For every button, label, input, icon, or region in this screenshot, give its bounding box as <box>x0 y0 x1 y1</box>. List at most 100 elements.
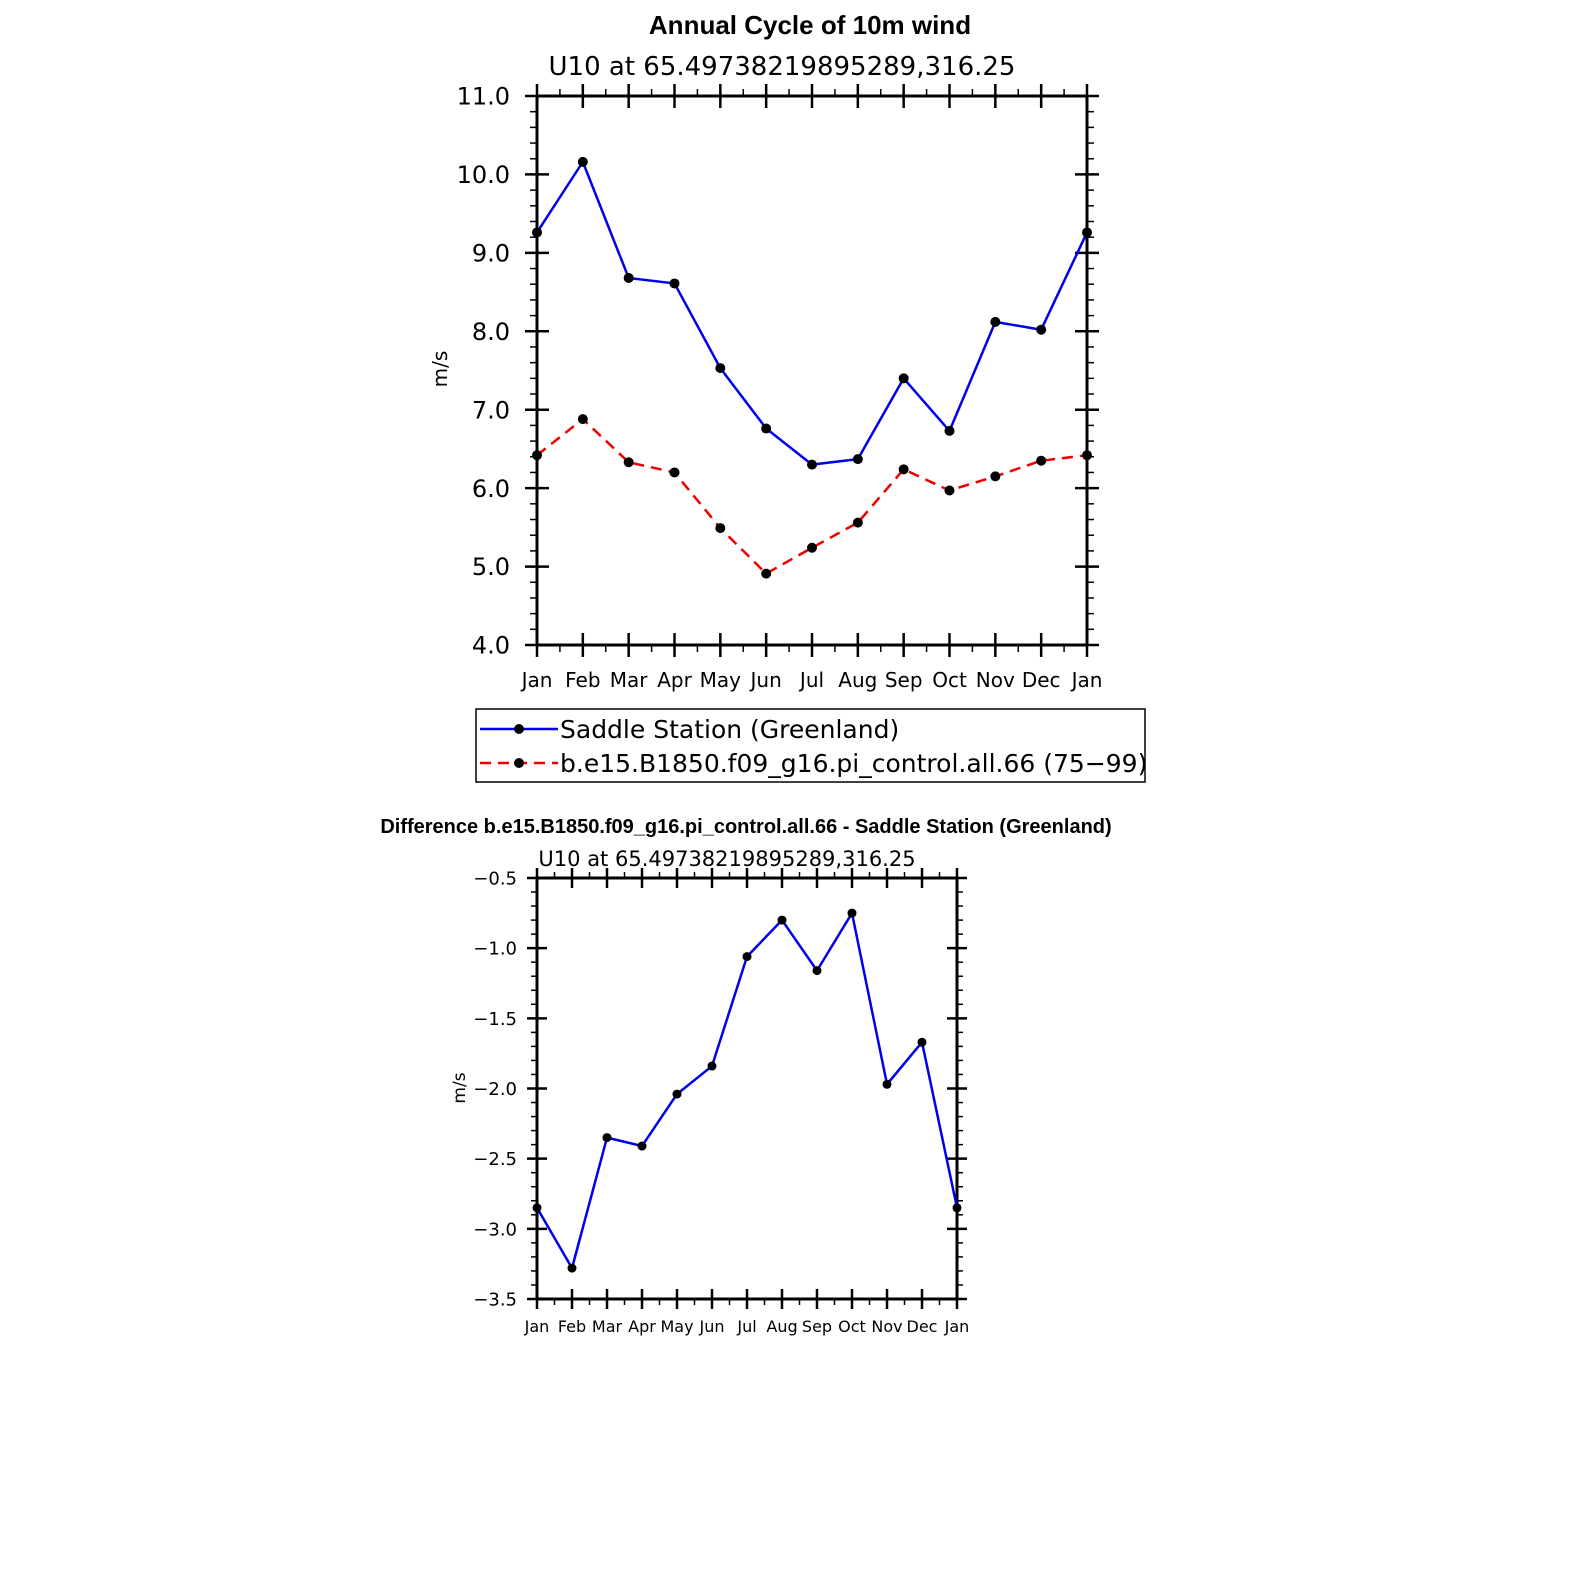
chart1-series-1-point <box>669 467 680 478</box>
chart2-xtick-label: Oct <box>838 1317 866 1336</box>
chart1-series-1-point <box>577 414 588 425</box>
chart2-ytick-label: −2.5 <box>473 1149 517 1170</box>
chart1-ytick-label: 7.0 <box>472 396 510 424</box>
chart2-series-0-point <box>917 1037 927 1047</box>
chart1-xtick-label: Sep <box>885 668 923 692</box>
chart2-series <box>532 908 962 1273</box>
chart1-series-0-point <box>807 459 817 470</box>
chart1-series-0-point <box>898 373 909 384</box>
chart1-ytick-label: 5.0 <box>472 553 510 581</box>
legend-marker-model <box>514 758 524 768</box>
chart1-xtick-label: Dec <box>1022 668 1061 692</box>
chart1-legend: Saddle Station (Greenland) b.e15.B1850.f… <box>475 708 1147 783</box>
chart1-xtick-label: Jan <box>520 668 553 692</box>
chart2-xtick-label: Sep <box>802 1317 832 1336</box>
chart1-xtick-label: Jun <box>749 668 782 692</box>
chart2-series-0-point <box>952 1203 962 1213</box>
chart1-subtitle: U10 at 65.49738219895289,316.25 <box>549 52 1016 82</box>
chart1-series-0-point <box>852 454 863 465</box>
chart1-xtick-label: May <box>700 668 742 692</box>
chart1-axes: Jan Feb Mar Apr May Jun Jul Aug Sep Oct Nov Dec Jan 4… <box>457 83 1103 692</box>
chart2-xtick-label: Mar <box>592 1317 623 1336</box>
chart2-series-0-point <box>742 952 752 962</box>
chart2-ytick-label: −1.5 <box>473 1009 517 1030</box>
chart1-series-0-point <box>944 425 955 436</box>
chart1-series-0-point <box>577 156 588 167</box>
chart1-series-1-point <box>623 457 634 468</box>
chart2-ytick-label: −3.0 <box>473 1219 517 1240</box>
legend-label-model: b.e15.B1850.f09_g16.pi_control.all.66 (7… <box>560 749 1147 778</box>
chart2-xtick-label: Jun <box>699 1317 725 1336</box>
chart2-xtick-label: May <box>660 1317 693 1336</box>
chart1-series-0-point <box>532 227 542 238</box>
chart2-series-0-point <box>602 1133 612 1143</box>
chart2-ytick-label: −1.0 <box>473 939 517 960</box>
chart1-series-1-point <box>532 450 542 461</box>
chart1-series-1-point <box>761 568 772 579</box>
chart2-xtick-label: Apr <box>628 1317 656 1336</box>
chart2-series-0-line <box>535 911 959 1270</box>
chart1-series-1-point <box>1036 455 1047 466</box>
chart1-title: Annual Cycle of 10m wind <box>649 10 971 40</box>
chart1-ytick-label: 11.0 <box>457 83 510 111</box>
difference-chart: Difference b.e15.B1850.f09_g16.pi_contro… <box>380 816 1111 1336</box>
chart2-series-0-point <box>777 915 787 925</box>
chart1-ytick-label: 8.0 <box>472 318 510 346</box>
chart1-series-0-point <box>715 363 726 374</box>
chart1-xtick-label: Nov <box>976 668 1015 692</box>
chart1-series-1-point <box>990 471 1001 482</box>
chart2-xtick-label: Feb <box>558 1317 586 1336</box>
chart2-xtick-label: Aug <box>766 1317 797 1336</box>
chart1-series-0-line <box>535 160 1089 466</box>
chart2-axes: Jan Feb Mar Apr May Jun Jul Aug Sep Oct Nov Dec Jan−… <box>473 868 969 1336</box>
chart1-xtick-label: Apr <box>657 668 692 692</box>
chart1-xtick-label: Oct <box>932 668 967 692</box>
chart2-series-0-point <box>637 1141 647 1151</box>
chart1-series-1-point <box>807 542 817 553</box>
chart2-title: Difference b.e15.B1850.f09_g16.pi_contro… <box>380 816 1111 838</box>
legend-marker-saddle <box>514 724 524 734</box>
chart1-series-0-point <box>990 316 1001 327</box>
chart1-series-0-point <box>1036 324 1047 335</box>
chart2-plot-frame <box>535 876 959 1301</box>
legend-entry-model: b.e15.B1850.f09_g16.pi_control.all.66 (7… <box>480 749 1147 778</box>
legend-label-saddle: Saddle Station (Greenland) <box>560 715 899 744</box>
chart1-ytick-label: 6.0 <box>472 475 510 503</box>
chart1-series-0-point <box>623 272 634 283</box>
chart1-xtick-label: Aug <box>838 668 877 692</box>
chart2-ytick-label: −3.5 <box>473 1289 517 1310</box>
chart2-series-0-point <box>812 966 822 976</box>
chart1-xtick-label: Jan <box>1070 668 1103 692</box>
chart2-series-0-point <box>532 1203 542 1213</box>
chart2-series-0-point <box>882 1079 892 1089</box>
chart1-series-0-point <box>669 278 680 289</box>
chart1-series-0-point <box>761 423 772 434</box>
chart1-xtick-label: Mar <box>610 668 649 692</box>
chart1-ylabel: m/s <box>428 351 452 388</box>
chart2-subtitle: U10 at 65.49738219895289,316.25 <box>538 847 915 871</box>
chart1-series <box>532 156 1092 579</box>
chart2-xtick-label: Nov <box>871 1317 902 1336</box>
chart1-series-1-point <box>715 523 726 534</box>
chart2-xtick-label: Jan <box>524 1317 550 1336</box>
chart1-series-1-point <box>1082 450 1092 461</box>
chart1-xtick-label: Jul <box>798 668 824 692</box>
chart2-series-0-point <box>672 1089 682 1099</box>
chart1-ytick-label: 10.0 <box>457 161 510 189</box>
chart2-xtick-label: Jan <box>944 1317 970 1336</box>
chart1-series-1-point <box>944 485 955 496</box>
legend-entry-saddle: Saddle Station (Greenland) <box>480 715 899 744</box>
chart2-ytick-label: −2.0 <box>473 1079 517 1100</box>
chart1-series-0-point <box>1082 227 1092 238</box>
chart1-ytick-label: 4.0 <box>472 632 510 660</box>
legend-box <box>475 708 1146 783</box>
chart1-series-1-point <box>852 517 863 528</box>
annual-cycle-chart: Annual Cycle of 10m wind U10 at 65.49738… <box>428 10 1147 783</box>
chart1-xtick-label: Feb <box>565 668 600 692</box>
chart2-series-0-point <box>847 908 857 918</box>
chart2-xtick-label: Dec <box>907 1317 938 1336</box>
chart1-series-1-point <box>898 464 909 475</box>
chart2-series-0-point <box>707 1061 717 1071</box>
chart1-plot-frame <box>535 94 1089 647</box>
